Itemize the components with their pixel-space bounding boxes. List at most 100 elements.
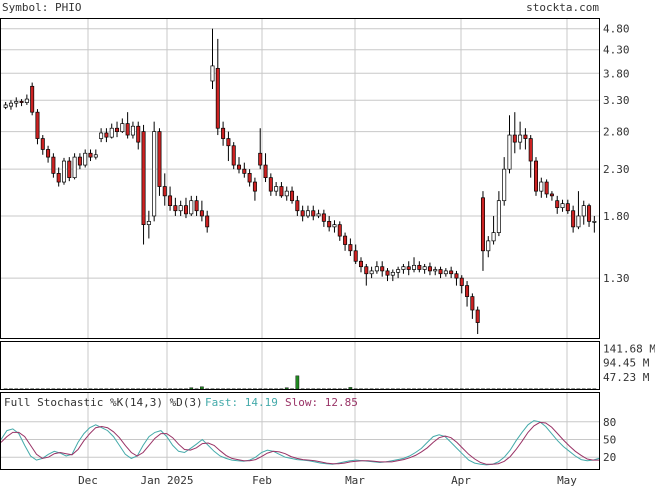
volume-bar [284, 387, 289, 390]
candle-body [592, 221, 597, 223]
candle-body [8, 102, 13, 107]
candle-body [502, 168, 507, 202]
candle-body [51, 156, 56, 174]
stochastic-fast-line [0, 420, 600, 466]
candle-body [130, 125, 135, 136]
volume-bar [348, 387, 353, 390]
candle-body [374, 266, 379, 272]
candle-body [401, 266, 406, 270]
price-tick-label: 3.80 [603, 67, 630, 80]
candle-body [35, 111, 40, 139]
candle-body [274, 186, 279, 192]
candle-body [290, 190, 295, 202]
price-tick-label: 4.80 [603, 23, 630, 36]
candle-body [581, 205, 586, 217]
candle-body [549, 193, 554, 197]
candle-body [104, 132, 109, 138]
candle-body [205, 215, 210, 228]
candle-body [93, 154, 98, 158]
volume-tick-label: 141.68 M [603, 343, 655, 356]
candle-body [88, 152, 93, 158]
candle-body [576, 215, 581, 228]
candle-body [210, 65, 215, 82]
price-tick-label: 4.30 [603, 44, 630, 57]
candle-body [242, 168, 247, 174]
candle-body [268, 177, 273, 192]
stochastic-title: Full Stochastic %K(14,3) %D(3) [4, 396, 203, 409]
candle-body [152, 131, 157, 217]
candle-body [348, 244, 353, 252]
candle-body [311, 210, 316, 217]
candle-body [343, 235, 348, 245]
candle-body [412, 264, 417, 270]
candle-body [459, 277, 464, 286]
candle-body [523, 134, 528, 139]
candle-body [115, 127, 120, 132]
stochastic-tick-label: 20 [603, 451, 616, 464]
candle-body [30, 85, 35, 113]
volume-tick-label: 47.23 M [603, 371, 650, 384]
candle-body [221, 127, 226, 139]
volume-bar [189, 387, 194, 390]
candle-body [512, 134, 517, 143]
candle-body [544, 181, 549, 195]
candle-body [443, 270, 448, 275]
candle-body [3, 104, 8, 108]
month-label: Mar [345, 474, 365, 486]
candle-body [109, 127, 114, 138]
candle-body [19, 101, 24, 103]
candle-body [189, 200, 194, 215]
candle-body [194, 200, 199, 212]
candle-body [252, 181, 257, 192]
candle-body [332, 224, 337, 228]
candle-body [454, 273, 459, 279]
candle-body [72, 156, 77, 179]
candle-body [183, 205, 188, 215]
month-label: Apr [451, 474, 471, 486]
candle-body [380, 266, 385, 272]
volume-bar [200, 386, 204, 390]
candle-body [480, 197, 485, 252]
candle-body [258, 152, 263, 166]
candle-body [46, 149, 51, 158]
candle-body [364, 266, 369, 275]
month-label: Jan 2025 [141, 474, 194, 486]
candle-body [406, 266, 411, 270]
candle-body [125, 123, 130, 136]
stochastic-slow-line [0, 421, 599, 465]
candle-body [136, 125, 141, 143]
candle-body [327, 221, 332, 228]
candle-body [199, 210, 204, 217]
candle-body [507, 134, 512, 170]
candle-body [539, 181, 544, 192]
volume-bar [295, 375, 300, 390]
candle-body [417, 264, 422, 270]
candle-body [470, 296, 475, 311]
candle-body [491, 232, 496, 242]
stochastic-tick-label: 50 [603, 434, 616, 447]
candle-body [496, 200, 501, 233]
candle-body [534, 160, 539, 192]
candle-body [77, 156, 82, 166]
candle-body [438, 269, 443, 275]
candle-body [157, 131, 162, 187]
candle-body [295, 200, 300, 212]
candle-body [279, 186, 284, 197]
candle-body [518, 134, 523, 143]
candle-body [178, 205, 183, 212]
stochastic-slow-label: Slow: 12.85 [285, 396, 358, 409]
stochastic-panel-frame [0, 392, 600, 470]
candle-body [433, 269, 438, 272]
candle-body [231, 145, 236, 166]
candle-body [560, 203, 565, 209]
candle-body [475, 309, 480, 323]
candle-body [146, 221, 151, 226]
stochastic-tick-label: 80 [603, 416, 616, 429]
candle-body [353, 250, 358, 262]
price-tick-label: 2.30 [603, 163, 630, 176]
candle-body [14, 101, 19, 104]
candle-body [587, 205, 592, 222]
candle-body [247, 173, 252, 183]
